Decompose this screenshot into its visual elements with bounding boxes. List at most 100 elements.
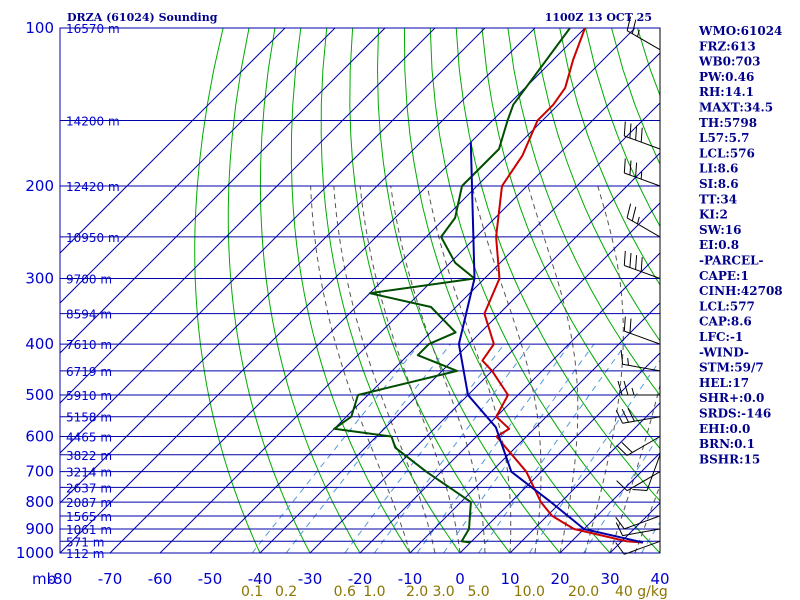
- mixing-ratio-label: 3.0: [432, 584, 454, 600]
- temperature-tick-label: -20: [348, 570, 373, 588]
- isotherm-line: [109, 28, 636, 553]
- param-item: BRN:0.1: [699, 437, 755, 451]
- isotherm-line: [259, 152, 660, 553]
- temperature-line: [481, 28, 644, 544]
- isotherm-line: [159, 52, 660, 553]
- height-label: 6719 m: [66, 365, 112, 379]
- height-label: 14200 m: [66, 114, 120, 128]
- pressure-tick-label: 500: [25, 386, 54, 404]
- pressure-tick-label: 100: [25, 19, 54, 37]
- chart-time: 1100Z 13 OCT 25: [545, 11, 652, 24]
- moist-adiabat: [584, 185, 624, 553]
- wind-barb: [616, 471, 661, 492]
- wind-barb: [632, 454, 661, 491]
- param-item: EHI:0.0: [699, 422, 750, 436]
- param-item: WB0:703: [698, 55, 760, 69]
- param-item: KI:2: [699, 208, 728, 222]
- isotherm-line: [559, 452, 660, 553]
- height-labels: 16570 m 14200 m 12420 m 10950 m 9700 m 8594 m…: [66, 22, 120, 561]
- height-label: 8594 m: [66, 308, 112, 322]
- wind-barb: [626, 203, 661, 238]
- mixing-ratio-line: [344, 343, 505, 553]
- mixing-ratio-label: 0.1: [241, 584, 263, 600]
- wind-barbs: [615, 16, 661, 555]
- temperature-tick-label: -40: [248, 570, 273, 588]
- height-label: 5158 m: [66, 411, 112, 425]
- isotherm-line: [60, 28, 536, 504]
- isotherm-line: [409, 302, 660, 553]
- height-label: 7610 m: [66, 338, 112, 352]
- dry-adiabat: [227, 28, 311, 553]
- plot-frame: [59, 27, 661, 554]
- isotherm-line: [60, 28, 436, 404]
- wind-barb: [615, 522, 661, 537]
- moist-adiabat: [609, 383, 660, 553]
- param-item: SW:16: [699, 223, 741, 237]
- pressure-tick-label: 200: [25, 177, 54, 195]
- height-label: 12420 m: [66, 180, 120, 194]
- param-item: CINH:42708: [699, 284, 783, 298]
- param-item: EI:0.8: [699, 238, 739, 252]
- temperature-tick-label: -50: [198, 570, 223, 588]
- temperature-tick-label: 0: [455, 570, 465, 588]
- param-item: LCL:577: [699, 299, 755, 313]
- dewpoint-line: [333, 28, 571, 544]
- height-label: 3214 m: [66, 466, 112, 480]
- moist-adiabat: [359, 185, 461, 553]
- isotherm-line: [60, 28, 386, 354]
- param-item: MAXT:34.5: [699, 101, 773, 115]
- mixing-ratio-label: 0.2: [275, 584, 297, 600]
- moist-adiabat: [527, 185, 579, 553]
- isotherm-line: [509, 402, 660, 553]
- temperature-tick-label: -80: [48, 570, 73, 588]
- mixing-ratio-lines: [251, 343, 660, 553]
- param-item: WMO:61024: [698, 24, 782, 38]
- isotherm-line: [359, 252, 660, 553]
- height-label: 3822 m: [66, 449, 112, 463]
- moist-adiabat: [471, 185, 542, 553]
- wind-barb: [623, 316, 661, 345]
- wind-barb: [617, 380, 660, 396]
- height-label: 2637 m: [66, 481, 112, 495]
- wind-barb: [626, 16, 661, 51]
- param-item: LFC:-1: [699, 330, 743, 344]
- mixing-ratio-label: 0.6: [334, 584, 356, 600]
- mixing-ratio-label: 2.0: [406, 584, 428, 600]
- isotherm-line: [309, 202, 660, 553]
- param-item: SI:8.6: [699, 177, 739, 191]
- dry-adiabat: [793, 28, 800, 553]
- temperature-tick-label: -30: [298, 570, 323, 588]
- mixing-ratio-label: 20.0: [568, 584, 599, 600]
- temperature-tick-label: 20: [550, 570, 569, 588]
- height-label: 1565 m: [66, 510, 112, 524]
- param-item: LI:8.6: [699, 162, 738, 176]
- param-item: RH:14.1: [699, 85, 754, 99]
- dry-adiabat: [194, 28, 261, 553]
- param-item: SRDS:-146: [699, 407, 771, 421]
- chart-title: DRZA (61024) Sounding: [67, 11, 218, 24]
- pressure-tick-label: 400: [25, 335, 54, 353]
- wind-barb: [615, 540, 661, 555]
- mixing-ratio-label: 1.0: [363, 584, 385, 600]
- param-item: BSHR:15: [699, 452, 760, 466]
- param-item: SHR+:0.0: [699, 391, 764, 405]
- wind-barb: [616, 436, 661, 456]
- pressure-tick-label: 800: [25, 493, 54, 511]
- param-item: L57:5.7: [699, 131, 749, 145]
- mixing-ratio-labels: 0.1 0.2 0.6 1.0 2.0 3.0 5.0 10.0 20.0 40 g/kg: [241, 584, 668, 600]
- mixing-ratio-line: [251, 343, 420, 553]
- param-item: TT:34: [699, 192, 737, 206]
- wind-barb: [623, 158, 661, 187]
- pressure-tick-label: 900: [25, 520, 54, 538]
- pressure-tick-labels: 100 200 300 400 500 600 700 800 900 1000: [16, 19, 54, 562]
- dry-adiabat: [259, 28, 361, 553]
- param-item: -PARCEL-: [699, 254, 764, 268]
- param-item: PW:0.46: [699, 70, 754, 84]
- pressure-tick-label: 700: [25, 463, 54, 481]
- param-item: CAPE:1: [699, 269, 749, 283]
- mixing-ratio-line: [528, 359, 660, 553]
- isotherm-line: [459, 352, 660, 553]
- wind-barb: [620, 349, 661, 372]
- height-label: 1061 m: [66, 523, 112, 537]
